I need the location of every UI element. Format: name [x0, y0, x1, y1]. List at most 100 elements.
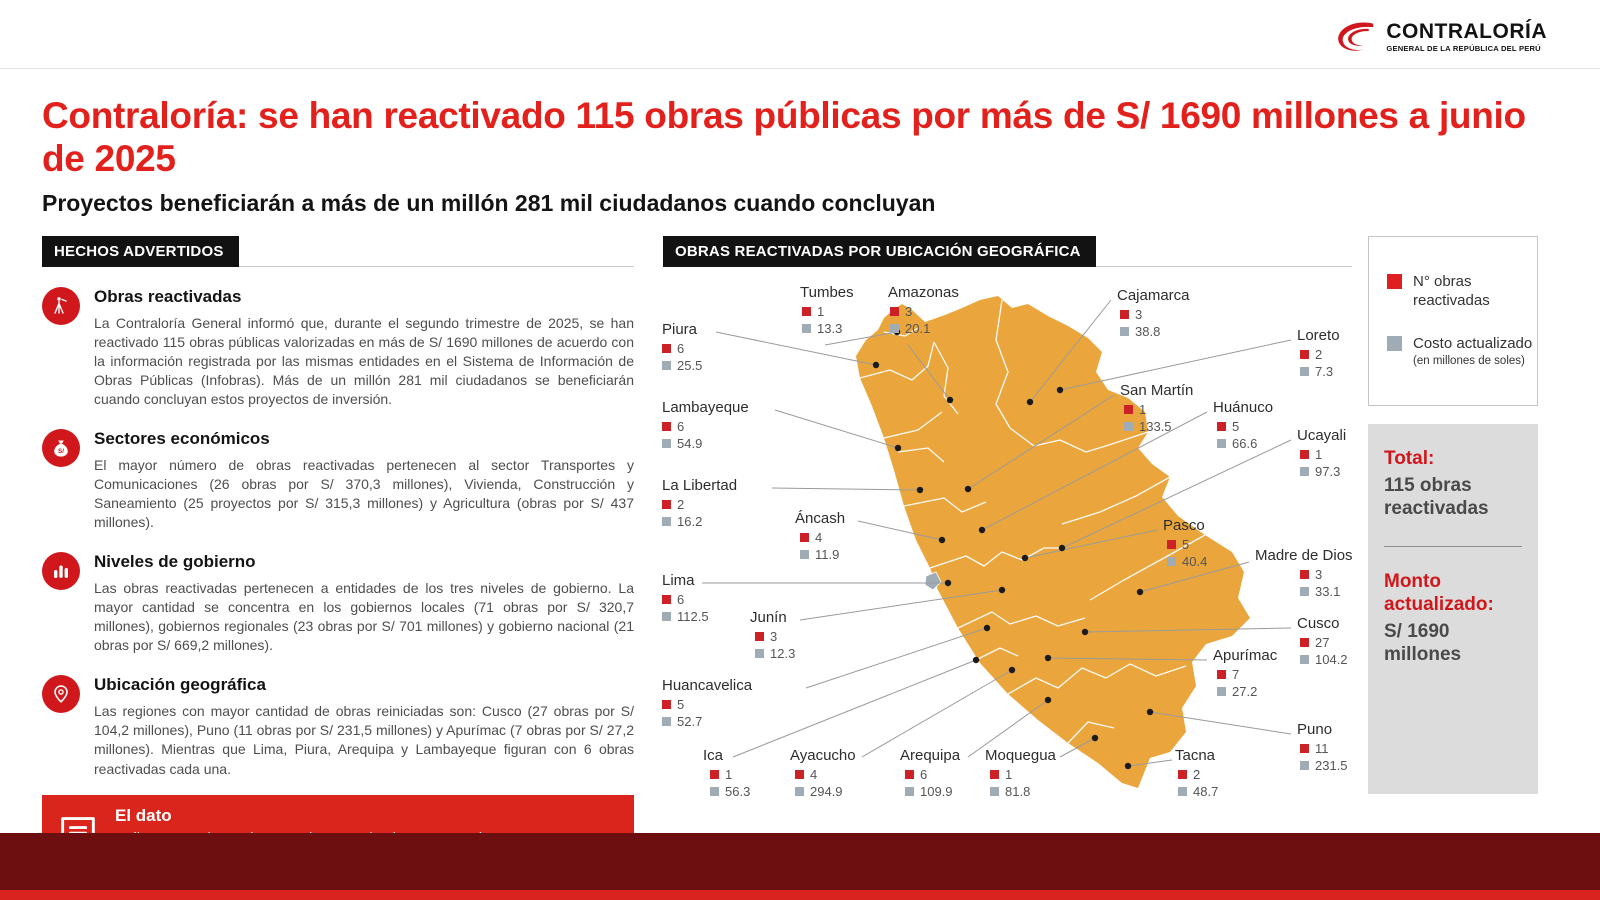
leader-line-pasco — [1024, 529, 1158, 559]
region-costo-value: 231.5 — [1315, 757, 1348, 773]
region-value-row: 6 — [662, 342, 702, 355]
map-banner: OBRAS REACTIVADAS POR UBICACIÓN GEOGRÁFI… — [663, 236, 1096, 267]
region-label-loreto: Loreto 2 7.3 — [1297, 328, 1340, 378]
obras-swatch — [662, 343, 671, 353]
obras-swatch — [662, 699, 671, 709]
costo-swatch — [990, 786, 999, 796]
costo-swatch — [890, 323, 899, 333]
map-dot-ica — [972, 656, 980, 664]
region-name: Tumbes — [800, 284, 854, 301]
region-label-apurimac: Apurímac 7 27.2 — [1213, 648, 1277, 698]
map-dot-tacna — [1124, 762, 1132, 770]
region-value-row: 4 — [800, 531, 845, 544]
map-dot-cusco — [1081, 628, 1089, 636]
region-name: Pasco — [1163, 517, 1205, 534]
region-name: Loreto — [1297, 327, 1340, 344]
region-obras-value: 3 — [1135, 306, 1143, 322]
region-obras-value: 3 — [905, 303, 913, 319]
contraloria-logo: CONTRALORÍA GENERAL DE LA REPÚBLICA DEL … — [1332, 12, 1547, 62]
region-value-row: 11.9 — [800, 548, 845, 561]
region-costo-value: 52.7 — [677, 713, 703, 729]
leader-line-amazonas — [907, 344, 951, 401]
leader-line-huanuco — [981, 411, 1208, 531]
region-obras-value: 11 — [1315, 740, 1329, 756]
fact-title: Obras reactivadas — [94, 287, 242, 306]
obras-swatch — [1300, 349, 1309, 359]
brand-name: CONTRALORÍA — [1386, 20, 1547, 44]
leader-line-cajamarca — [1029, 299, 1112, 403]
region-value-row: 52.7 — [662, 715, 752, 728]
obras-swatch — [662, 421, 671, 431]
region-value-row: 3 — [1300, 568, 1353, 581]
region-value-row: 97.3 — [1300, 465, 1346, 478]
region-obras-value: 1 — [817, 303, 825, 319]
facts-section-head: HECHOS ADVERTIDOS — [42, 236, 634, 267]
region-costo-value: 20.1 — [905, 320, 931, 336]
region-value-row: 109.9 — [905, 785, 960, 798]
region-name: Amazonas — [888, 284, 959, 301]
map-dot-junin — [998, 586, 1006, 594]
obras-swatch — [662, 499, 671, 509]
region-name: Ayacucho — [790, 747, 856, 764]
total-value: 115 obras reactivadas — [1384, 474, 1489, 519]
fact-title: Sectores económicos — [94, 429, 270, 449]
region-label-tacna: Tacna 2 48.7 — [1175, 748, 1218, 798]
region-name: Piura — [662, 321, 698, 338]
region-value-row: 3 — [1120, 308, 1190, 321]
legend-costo-row: Costo actualizado (en millones de soles) — [1387, 335, 1537, 369]
obras-swatch — [1300, 569, 1309, 579]
region-value-row: 5 — [1167, 538, 1207, 551]
fact-item-niveles-de-gobierno: Niveles de gobierno Las obras reactivada… — [42, 550, 634, 655]
obras-swatch — [1167, 539, 1176, 549]
obras-swatch — [800, 532, 809, 542]
region-value-row: 2 — [662, 498, 737, 511]
surveyor-icon — [42, 287, 80, 325]
region-label-huancavelica: Huancavelica 5 52.7 — [662, 678, 752, 728]
leader-line-huancavelica — [805, 627, 988, 689]
region-value-row: 6 — [662, 420, 749, 433]
region-name: San Martín — [1120, 382, 1194, 399]
region-value-row: 133.5 — [1124, 420, 1193, 433]
region-label-junin: Junín 3 12.3 — [750, 610, 795, 660]
leader-line-madre-de-dios — [1139, 561, 1250, 593]
region-obras-value: 6 — [677, 418, 685, 434]
region-label-ayacucho: Ayacucho 4 294.9 — [790, 748, 856, 798]
obras-swatch — [890, 306, 899, 316]
region-obras-value: 3 — [1315, 566, 1323, 582]
costo-swatch — [1300, 654, 1309, 664]
region-obras-value: 27 — [1315, 634, 1330, 650]
footer-red-strip — [0, 890, 1600, 900]
obras-swatch — [755, 631, 764, 641]
obras-swatch — [1120, 309, 1129, 319]
region-value-row: 56.3 — [710, 785, 750, 798]
region-costo-value: 27.2 — [1232, 683, 1258, 699]
costo-swatch — [1300, 760, 1309, 770]
leader-line-loreto — [1059, 339, 1292, 391]
obras-swatch — [662, 594, 671, 604]
region-costo-value: 11.9 — [815, 546, 840, 562]
map-dot-madre-de-dios — [1136, 588, 1144, 596]
obras-swatch — [1217, 421, 1226, 431]
leader-line-moquegua — [1059, 737, 1096, 758]
region-label-ucayali: Ucayali 1 97.3 — [1297, 428, 1346, 478]
costo-swatch — [1300, 366, 1309, 376]
obras-legend-swatch — [1387, 274, 1402, 290]
leader-line-puno — [1149, 711, 1292, 735]
region-name: Huánuco — [1213, 399, 1274, 416]
region-label-madre-de-dios: Madre de Dios 3 33.1 — [1255, 548, 1353, 598]
map-dot-lima — [944, 579, 952, 587]
leader-line-ica — [732, 659, 977, 758]
region-name: Áncash — [795, 510, 846, 527]
region-value-row: 5 — [1217, 420, 1273, 433]
region-label-san-martin: San Martín 1 133.5 — [1120, 383, 1193, 433]
footer-maroon-bar — [0, 833, 1600, 890]
region-name: Cajamarca — [1117, 287, 1190, 304]
costo-swatch — [1217, 686, 1226, 696]
region-value-row: 40.4 — [1167, 555, 1207, 568]
leader-line-san-martin — [967, 394, 1115, 490]
region-value-row: 1 — [802, 305, 854, 318]
obras-swatch — [905, 769, 914, 779]
leader-line-ucayali — [1061, 439, 1292, 549]
costo-swatch — [1178, 786, 1187, 796]
